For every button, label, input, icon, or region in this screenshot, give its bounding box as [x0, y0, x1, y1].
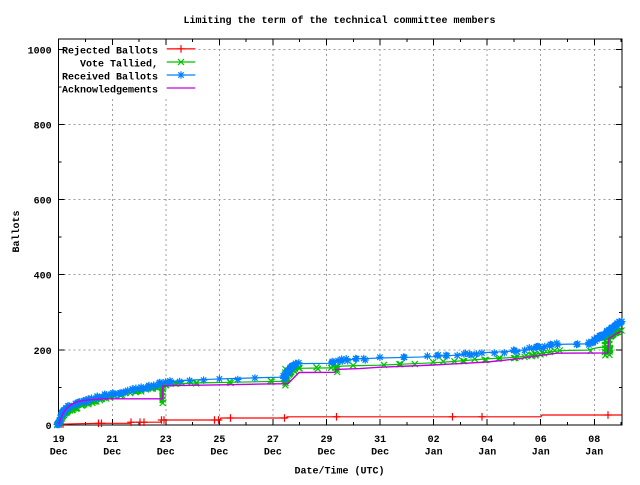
svg-text:04: 04: [481, 435, 493, 446]
svg-text:800: 800: [34, 121, 52, 132]
svg-text:Ballots: Ballots: [11, 210, 23, 252]
svg-text:02: 02: [428, 435, 440, 446]
svg-text:Date/Time (UTC): Date/Time (UTC): [294, 466, 384, 478]
svg-text:23: 23: [160, 435, 172, 446]
svg-text:Dec: Dec: [50, 447, 68, 458]
svg-text:200: 200: [34, 347, 52, 358]
svg-text:19: 19: [53, 435, 65, 446]
svg-text:1000: 1000: [28, 46, 52, 57]
svg-text:Dec: Dec: [103, 447, 121, 458]
svg-text:Jan: Jan: [585, 447, 603, 458]
svg-text:27: 27: [267, 435, 279, 446]
svg-text:400: 400: [34, 272, 52, 283]
svg-text:Dec: Dec: [210, 447, 228, 458]
svg-text:29: 29: [320, 435, 332, 446]
svg-text:31: 31: [374, 435, 386, 446]
svg-text:Limiting the term of the techn: Limiting the term of the technical commi…: [183, 15, 495, 27]
svg-text:08: 08: [588, 435, 600, 446]
svg-text:Dec: Dec: [371, 447, 389, 458]
svg-text:Jan: Jan: [425, 447, 443, 458]
svg-text:Dec: Dec: [157, 447, 175, 458]
svg-text:21: 21: [106, 435, 118, 446]
svg-text:Received Ballots: Received Ballots: [62, 71, 158, 83]
svg-text:Dec: Dec: [317, 447, 335, 458]
svg-text:Jan: Jan: [478, 447, 496, 458]
svg-text:0: 0: [46, 422, 52, 433]
svg-text:Dec: Dec: [264, 447, 282, 458]
svg-text:25: 25: [213, 435, 225, 446]
svg-text:Vote Tallied,: Vote Tallied,: [80, 59, 158, 71]
svg-text:06: 06: [535, 435, 547, 446]
svg-text:Rejected Ballots: Rejected Ballots: [62, 45, 158, 57]
svg-text:Jan: Jan: [532, 447, 550, 458]
svg-text:Acknowledgements: Acknowledgements: [62, 84, 158, 96]
svg-text:600: 600: [34, 197, 52, 208]
